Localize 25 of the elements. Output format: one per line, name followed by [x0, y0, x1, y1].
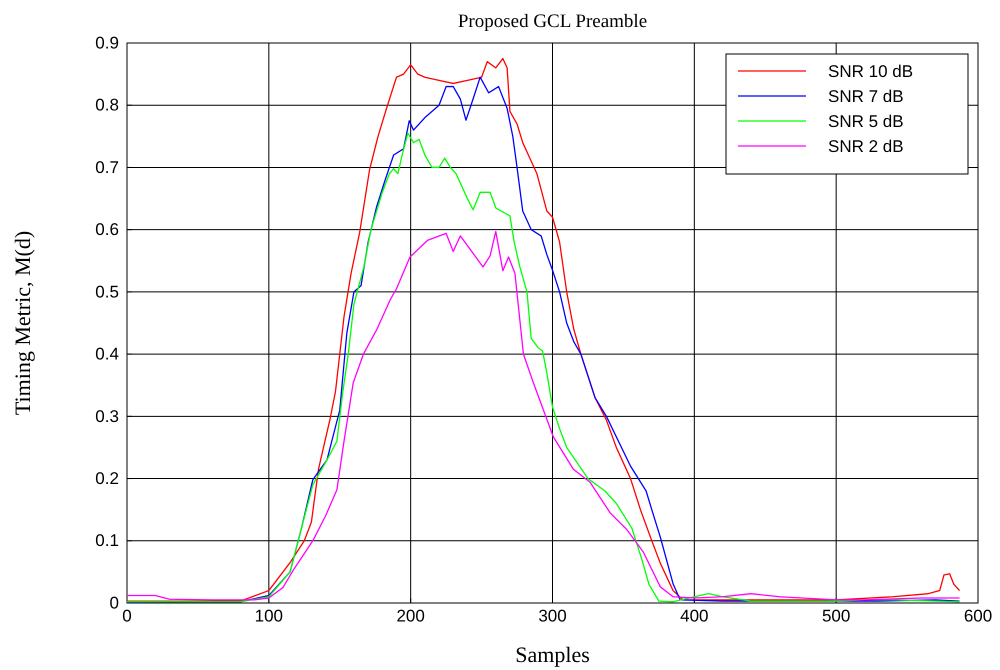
- line-series: [126, 230, 960, 601]
- x-tick-label: 400: [680, 606, 709, 626]
- x-tick-label: 0: [122, 606, 132, 626]
- y-tick-label: 0.4: [95, 344, 119, 364]
- legend-label: SNR 7 dB: [828, 86, 904, 106]
- y-tick-label: 0.3: [95, 406, 119, 426]
- legend-label: SNR 5 dB: [828, 112, 904, 131]
- x-tick-label: 600: [964, 606, 992, 626]
- y-tick-label: 0.7: [95, 158, 119, 177]
- x-tick-label: 100: [254, 606, 284, 626]
- y-tick-label: 0: [109, 593, 119, 612]
- legend-label: SNR 10 dB: [828, 62, 914, 81]
- legend-label: SNR 2 dB: [828, 136, 904, 156]
- y-tick-label: 0.2: [95, 468, 119, 488]
- y-axis-title: Timing Metric, M(d): [10, 230, 35, 416]
- y-tick-label: 0.9: [95, 33, 119, 52]
- x-tick-label: 200: [396, 606, 425, 626]
- y-tick-label: 0.5: [95, 282, 119, 302]
- y-tick-label: 0.6: [95, 220, 119, 240]
- y-tick-label: 0.1: [95, 531, 119, 550]
- y-tick-label: 0.8: [95, 96, 119, 115]
- x-tick-label: 500: [822, 606, 850, 626]
- x-tick-label: 300: [538, 606, 567, 626]
- chart-title: Proposed GCL Preamble: [458, 11, 648, 32]
- x-axis-title: Samples: [515, 642, 590, 667]
